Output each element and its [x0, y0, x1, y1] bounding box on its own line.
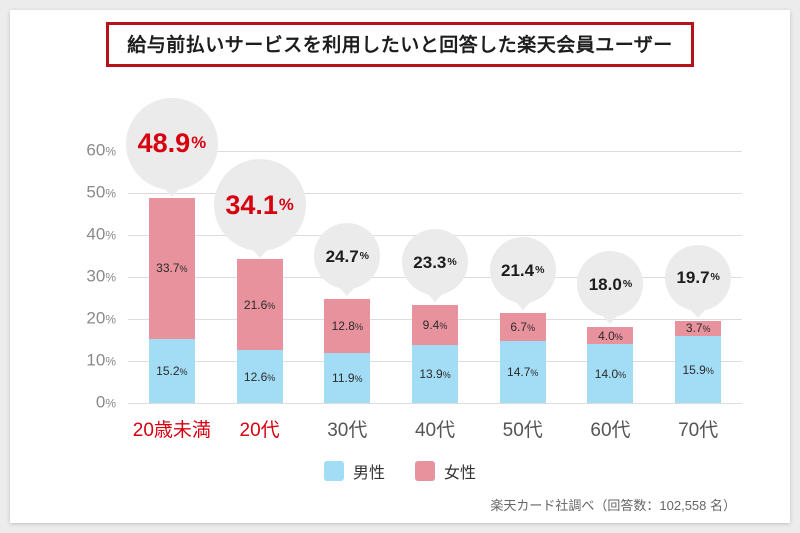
category-label: 40代: [414, 420, 456, 441]
male-bar-segment: 13.9%: [412, 344, 459, 403]
stacked-bar: 3.7% 15.9%: [675, 320, 722, 403]
female-bar-segment: 6.7%: [499, 313, 546, 342]
male-bar-segment: 14.7%: [499, 341, 546, 403]
category-label: 50代: [502, 420, 543, 441]
total-bubble: 24.7%: [314, 223, 381, 290]
chart-card: 給与前払いサービスを利用したいと回答した楽天会員ユーザー 0% 10% 20% 30%…: [10, 10, 790, 523]
total-bubble: 21.4%: [489, 237, 556, 304]
male-bar-segment: 11.9%: [324, 353, 371, 403]
total-bubble: 18.0%: [577, 251, 644, 318]
stacked-bar: 12.8% 11.9%: [324, 299, 371, 403]
category-label: 30代: [327, 420, 368, 441]
bar-column: 23.3% 9.4% 13.9% 40代: [391, 151, 479, 441]
gridline: [128, 150, 742, 152]
legend: 男性 女性: [10, 459, 790, 483]
female-bar-segment: 4.0%: [587, 327, 634, 345]
stacked-bar: 21.6% 12.6%: [236, 259, 283, 403]
female-bar-segment: 9.4%: [412, 305, 459, 345]
bar-columns: 48.9% 33.7% 15.2% 20歳未満 34.1% 21.6% 12.6% 20代 24…: [125, 97, 742, 441]
category-label: 20歳未満: [132, 420, 211, 441]
female-value-label: 4.0%: [598, 328, 623, 343]
male-value-label: 12.6%: [243, 369, 276, 384]
bar-column: 18.0% 4.0% 14.0% 60代: [567, 151, 655, 441]
plot-area: 0% 10% 20% 30% 40% 50% 60% 48.9% 33.7% 15.2% 20歳未満…: [86, 97, 742, 441]
bar-column: 34.1% 21.6% 12.6% 20代: [213, 151, 306, 441]
male-value-label: 15.9%: [682, 362, 714, 377]
gridline: [128, 192, 742, 194]
male-value-label: 14.0%: [594, 366, 627, 381]
male-value-label: 14.7%: [507, 365, 539, 380]
chart-title-text: 給与前払いサービスを利用したいと回答した楽天会員ユーザー: [127, 35, 673, 56]
y-axis-tick-label: 10%: [86, 350, 116, 370]
female-value-label: 9.4%: [422, 317, 448, 332]
bar-column: 21.4% 6.7% 14.7% 50代: [479, 151, 567, 441]
female-bar-segment: 33.7%: [148, 197, 195, 340]
male-bar-segment: 14.0%: [587, 344, 634, 403]
legend-female-label: 女性: [444, 465, 477, 482]
male-value-label: 11.9%: [332, 371, 363, 386]
male-bar-segment: 12.6%: [236, 350, 283, 403]
male-value-label: 15.2%: [156, 364, 188, 379]
total-bubble: 23.3%: [402, 229, 469, 296]
stacked-bar: 33.7% 15.2%: [148, 197, 195, 403]
y-axis-tick-label: 20%: [86, 308, 116, 328]
gridline: [128, 402, 742, 404]
male-bar-segment: 15.2%: [148, 339, 195, 403]
female-value-label: 33.7%: [156, 261, 188, 276]
female-value-label: 12.8%: [331, 319, 363, 334]
total-bubble: 19.7%: [665, 244, 732, 311]
stacked-bar: 4.0% 14.0%: [587, 327, 634, 403]
legend-item-male: 男性: [323, 459, 385, 483]
y-axis-tick-label: 0%: [95, 392, 116, 412]
category-label: 20代: [239, 420, 280, 441]
stacked-bar: 9.4% 13.9%: [412, 305, 459, 403]
female-value-label: 3.7%: [685, 321, 711, 336]
y-axis-tick-label: 40%: [86, 224, 116, 244]
male-color-swatch: [323, 461, 344, 481]
bar-column: 24.7% 12.8% 11.9% 30代: [303, 151, 391, 441]
female-value-label: 6.7%: [510, 320, 536, 335]
female-value-label: 21.6%: [243, 297, 276, 312]
chart-title: 給与前払いサービスを利用したいと回答した楽天会員ユーザー: [106, 22, 694, 67]
legend-item-female: 女性: [415, 459, 476, 483]
male-bar-segment: 15.9%: [675, 336, 722, 403]
y-axis-tick-label: 50%: [86, 182, 116, 202]
y-axis-tick-label: 60%: [86, 140, 116, 160]
female-bar-segment: 3.7%: [675, 320, 722, 337]
bar-column: 48.9% 33.7% 15.2% 20歳未満: [125, 97, 218, 441]
male-value-label: 13.9%: [419, 366, 451, 381]
female-bar-segment: 12.8%: [324, 299, 371, 354]
source-note: 楽天カード社調べ（回答数：102,558 名）: [490, 498, 736, 513]
total-bubble: 48.9%: [125, 97, 218, 190]
stacked-bar: 6.7% 14.7%: [499, 313, 546, 403]
category-label: 70代: [678, 420, 719, 441]
total-bubble: 34.1%: [213, 159, 306, 252]
y-axis-tick-label: 30%: [86, 266, 116, 286]
category-label: 60代: [590, 420, 631, 441]
female-color-swatch: [415, 461, 435, 481]
bar-column: 19.7% 3.7% 15.9% 70代: [654, 151, 742, 441]
female-bar-segment: 21.6%: [236, 259, 283, 351]
legend-male-label: 男性: [352, 465, 385, 482]
